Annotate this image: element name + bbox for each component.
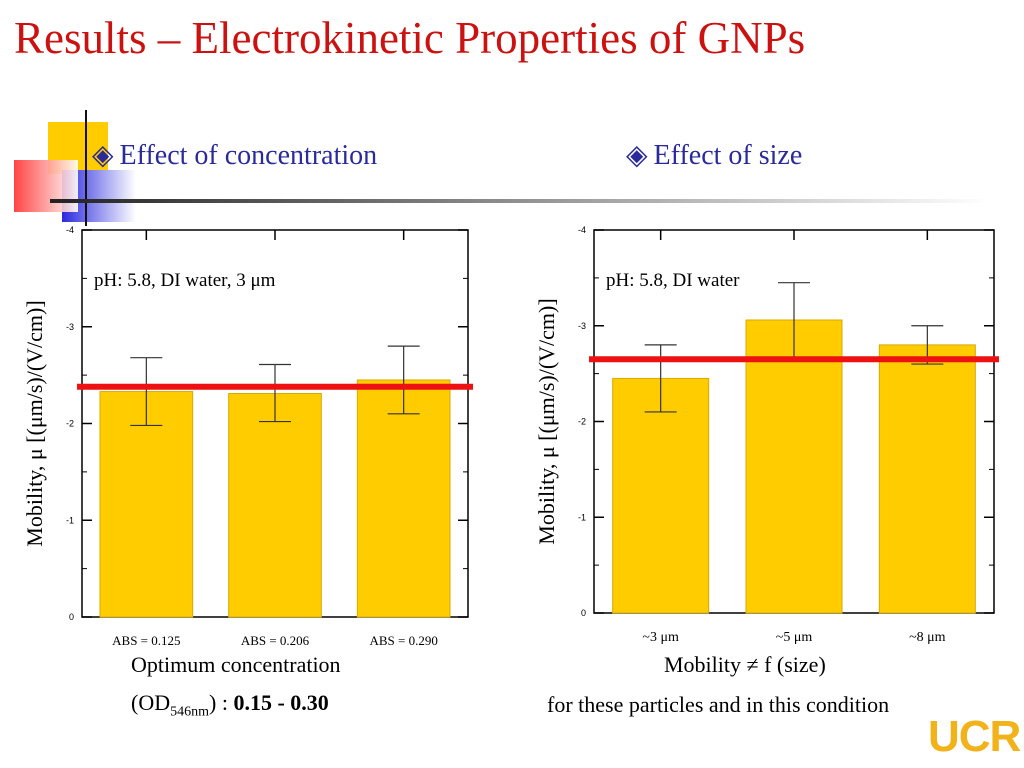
caption-conditions: for these particles and in this conditio… — [547, 692, 890, 717]
y-tick-label: 0 — [69, 612, 74, 622]
y-tick-label: -3 — [578, 321, 586, 331]
y-tick-label: -4 — [578, 225, 586, 235]
caption-od-range: (OD546nm) : 0.15 - 0.30 — [131, 690, 329, 720]
caption-optimum-concentration: Optimum concentration — [131, 652, 341, 677]
slide-title: Results – Electrokinetic Properties of G… — [14, 13, 806, 63]
y-tick-label: -2 — [66, 419, 74, 429]
bullet-effect-of-concentration: ◈ Effect of concentration — [92, 140, 378, 171]
y-tick-label: -4 — [66, 225, 74, 235]
y-axis-label: Mobility, μ [(μm/s)/(V/cm)] — [534, 298, 559, 544]
x-tick-label-3: ~8 μm — [909, 630, 946, 645]
y-tick-label: 0 — [581, 608, 586, 618]
decor-horizontal-line — [50, 199, 990, 203]
bullet-effect-of-size: ◈ Effect of size — [626, 140, 803, 171]
diamond-bullet-icon: ◈ — [626, 140, 648, 171]
bar-3 — [356, 379, 451, 618]
bar-1 — [99, 391, 194, 618]
y-axis-label: Mobility, μ [(μm/s)/(V/cm)] — [22, 300, 47, 546]
chart-annotation: pH: 5.8, DI water — [606, 270, 740, 291]
bar-2 — [228, 393, 322, 618]
bar-3 — [878, 344, 976, 614]
x-tick-label-2: ~5 μm — [776, 630, 813, 645]
bar-2 — [745, 319, 843, 614]
x-tick-label-1: ~3 μm — [642, 630, 679, 645]
chart-annotation: pH: 5.8, DI water, 3 μm — [94, 270, 276, 291]
decorative-title-graphic — [14, 110, 990, 226]
diamond-bullet-icon: ◈ — [92, 140, 114, 171]
chart-concentration: Mobility, μ [(μm/s)/(V/cm)] 0 -1 -2 -3 -4 ABS … — [22, 225, 473, 648]
y-tick-label: -1 — [578, 512, 586, 522]
chart-size: Mobility, μ [(μm/s)/(V/cm)] 0 -1 -2 -3 -4 ~3 μ… — [534, 225, 999, 645]
x-tick-label-1: ABS = 0.125 — [112, 633, 180, 648]
y-tick-label: -2 — [578, 417, 586, 427]
y-tick-label: -3 — [66, 322, 74, 332]
ucr-logo: UCR — [928, 712, 1021, 761]
y-tick-label: -1 — [66, 515, 74, 525]
bar-1 — [612, 377, 710, 614]
x-tick-label-3: ABS = 0.290 — [369, 633, 437, 648]
caption-mobility-size: Mobility ≠ f (size) — [664, 652, 826, 677]
x-tick-label-2: ABS = 0.206 — [241, 633, 310, 648]
decor-red-square — [14, 160, 78, 212]
